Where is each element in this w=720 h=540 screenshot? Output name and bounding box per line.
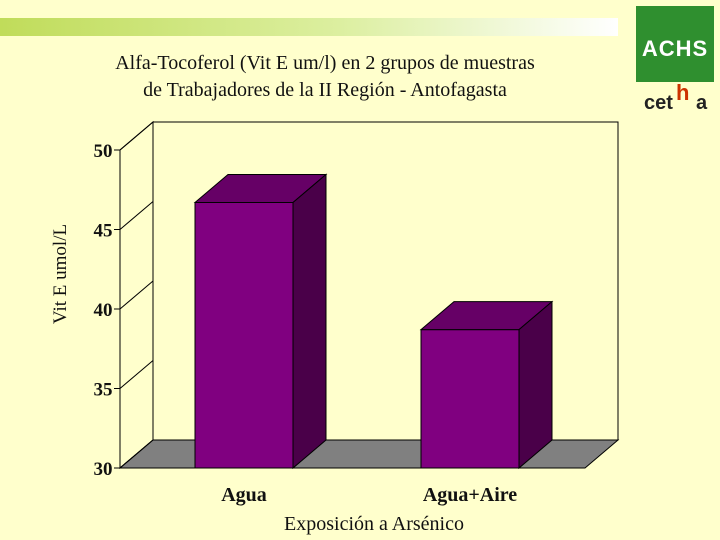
bar-side xyxy=(292,173,327,470)
y-tick-label: 45 xyxy=(94,221,113,242)
chart-title-line-2: de Trabajadores de la II Región - Antofa… xyxy=(143,79,507,101)
x-axis-title: Exposición a Arsénico xyxy=(284,513,464,535)
y-axis-title: Vit E umol/L xyxy=(50,224,71,324)
chart-title-line-1: Alfa-Tocoferol (Vit E um/l) en 2 grupos … xyxy=(115,52,535,74)
y-tick-label: 40 xyxy=(94,300,113,321)
cetha-part-1: cet xyxy=(644,92,673,114)
y-tick-label: 30 xyxy=(94,459,113,480)
x-category-label: Agua xyxy=(221,484,267,506)
y-tick-diagonal xyxy=(119,439,154,469)
bars-layer xyxy=(193,173,554,470)
cetha-part-2: h xyxy=(676,80,690,105)
y-tick-diagonal xyxy=(119,360,154,389)
x-category-label: Agua+Aire xyxy=(423,484,517,506)
y-tick-diagonal xyxy=(119,121,154,151)
cetha-part-3: a xyxy=(696,92,708,114)
y-tick-label: 35 xyxy=(94,380,113,401)
y-tick-label: 50 xyxy=(94,141,113,162)
bar-front xyxy=(420,329,520,469)
header-gradient-bar xyxy=(0,18,618,36)
y-tick-diagonal xyxy=(119,280,154,310)
achs-logo-text: ACHS xyxy=(641,36,709,61)
achs-logo: ACHS xyxy=(636,6,714,82)
chart-title: Alfa-Tocoferol (Vit E um/l) en 2 grupos … xyxy=(20,50,630,104)
y-tick-diagonal xyxy=(119,201,154,230)
bar-front xyxy=(194,201,294,469)
bar-side xyxy=(518,300,553,470)
labels-layer: 30 35 40 45 50 Agua Agua+Aire Exposición a Arsé… xyxy=(50,141,517,535)
